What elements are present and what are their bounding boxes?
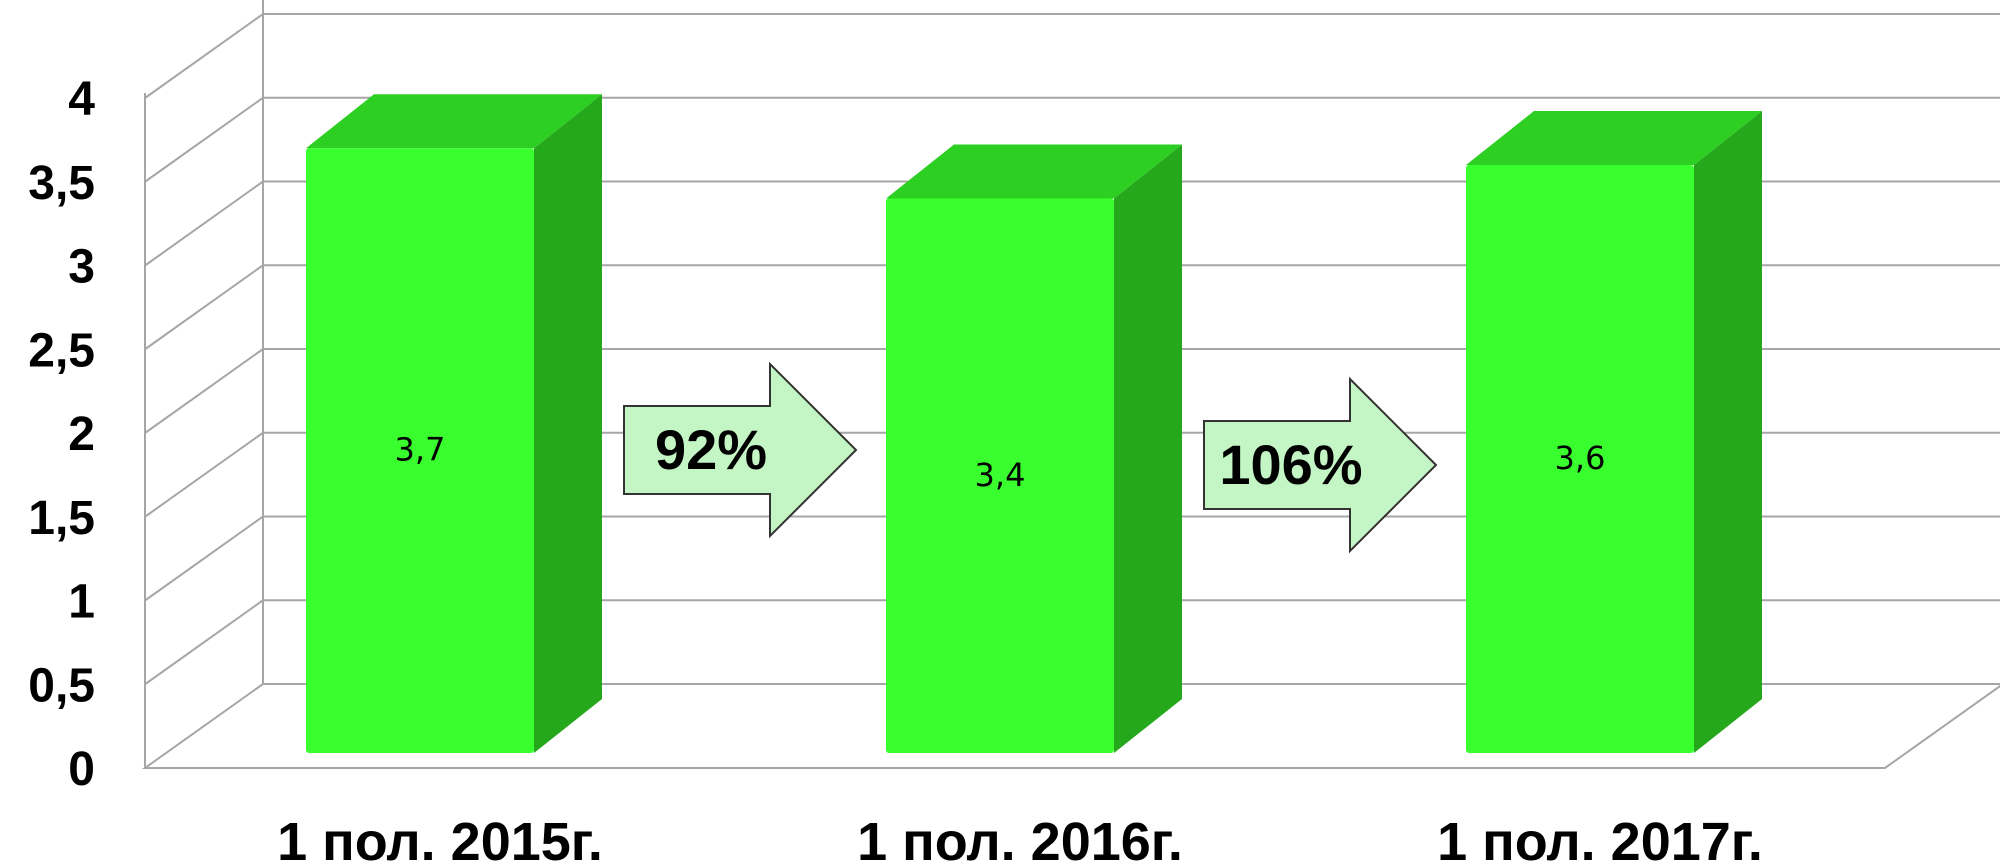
bar-top [1466, 111, 1762, 165]
y-tick-label: 3,5 [28, 157, 95, 210]
gridline [144, 431, 2000, 518]
x-tick-label: 1 пол. 2015г. [277, 812, 603, 867]
bar-side [1114, 144, 1182, 753]
gridline [144, 264, 2000, 351]
y-tick-label: 4 [68, 73, 95, 126]
y-tick-label: 0 [68, 743, 95, 796]
growth-arrows: 92% 106% [623, 361, 1438, 554]
bar: 3,4 [886, 144, 1182, 753]
gridline [144, 96, 2000, 183]
x-tick-label: 1 пол. 2017г. [1437, 812, 1763, 867]
x-tick-label: 1 пол. 2016г. [857, 812, 1183, 867]
x-axis: 1 пол. 2015г. 1 пол. 2016г. 1 пол. 2017г. [277, 812, 1763, 867]
bar-front [306, 148, 534, 753]
bar-side [1694, 111, 1762, 753]
bar-front [1466, 165, 1694, 753]
y-tick-label: 1 [68, 576, 95, 629]
bar: 3,7 [306, 94, 602, 753]
bar-front [886, 198, 1114, 753]
gridline [144, 515, 2000, 602]
y-tick-label: 0,5 [28, 659, 95, 712]
gridline [144, 13, 2000, 99]
bars: 3,7 3,4 3,6 [306, 94, 1762, 753]
gridline [144, 348, 2000, 434]
bar-top [306, 94, 602, 149]
y-tick-label: 2,5 [28, 324, 95, 377]
growth-arrow: 92% [623, 361, 858, 539]
y-axis: 0 0,5 1 1,5 2 2,5 3 3,5 4 [28, 73, 95, 796]
bar: 3,6 [1466, 111, 1762, 753]
y-tick-label: 2 [68, 408, 95, 461]
arrow-shape [1203, 376, 1438, 554]
gridline [144, 599, 2000, 686]
data-label: 3,4 [975, 456, 1026, 494]
data-label: 3,7 [395, 431, 446, 469]
gridline [144, 180, 2000, 267]
arrow-shape [623, 361, 858, 539]
arrow-percent-label: 92% [655, 418, 767, 481]
growth-arrow: 106% [1203, 376, 1438, 554]
arrow-percent-label: 106% [1219, 433, 1362, 496]
bar-side [534, 94, 602, 753]
y-tick-label: 3 [68, 241, 95, 294]
y-tick-label: 1,5 [28, 492, 95, 545]
data-label: 3,6 [1555, 439, 1606, 477]
bar-top [886, 144, 1182, 199]
